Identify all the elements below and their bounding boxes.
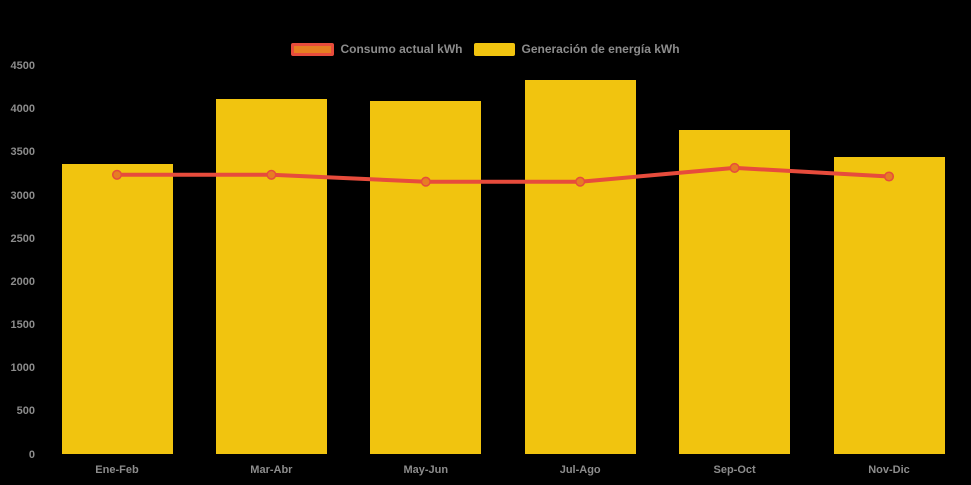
y-tick-1000: 1000: [10, 362, 35, 375]
y-tick-500: 500: [16, 405, 35, 418]
bar-nov-dic: [833, 156, 945, 455]
y-tick-1500: 1500: [10, 319, 35, 331]
y-tick-4000: 4000: [10, 103, 35, 116]
bar-mar-abr: [215, 98, 327, 455]
legend: Consumo actual kWh Generación de energía …: [0, 42, 971, 56]
legend-item-line[interactable]: Consumo actual kWh: [291, 42, 462, 56]
legend-swatch-line-icon: [291, 42, 335, 56]
y-tick-3000: 3000: [10, 189, 35, 202]
bar-may-jun: [370, 100, 482, 455]
x-tick-sep-oct: Sep-Oct: [713, 464, 756, 476]
x-tick-nov-dic: Nov-Dic: [868, 464, 910, 476]
bar-ene-feb: [61, 163, 173, 455]
legend-label: Consumo actual kWh: [340, 42, 463, 56]
y-tick-4500: 4500: [10, 60, 35, 72]
x-tick-ene-feb: Ene-Feb: [95, 464, 139, 476]
x-tick-mar-abr: Mar-Abr: [250, 464, 293, 476]
y-tick-0: 0: [28, 448, 35, 461]
legend-label: Generación de energía kWh: [521, 42, 680, 56]
y-tick-2500: 2500: [10, 232, 35, 245]
y-tick-3500: 3500: [10, 146, 35, 159]
x-tick-jul-ago: Jul-Ago: [559, 464, 601, 476]
bar-jul-ago: [524, 79, 636, 455]
legend-swatch-bar-icon: [474, 42, 516, 56]
y-tick-2000: 2000: [10, 275, 35, 288]
bar-sep-oct: [679, 129, 791, 455]
x-tick-may-jun: May-Jun: [403, 464, 449, 476]
legend-item-bar[interactable]: Generación de energía kWh: [474, 42, 680, 56]
